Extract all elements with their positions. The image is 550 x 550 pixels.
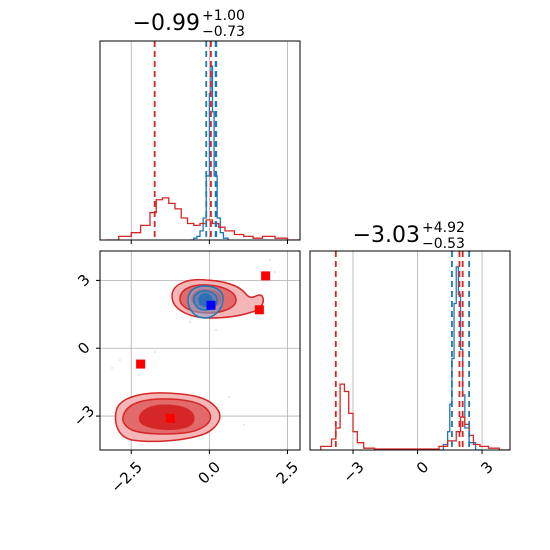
truth-marker-red — [165, 413, 175, 423]
plot-area — [320, 251, 510, 450]
x-tick-label: 0.0 — [195, 458, 225, 488]
sample-dot — [154, 351, 156, 353]
x-ticks: −3 0 3 — [339, 450, 497, 486]
plot-area — [111, 259, 276, 443]
histogram-step — [320, 383, 510, 450]
panel-bottom-left: −2.5 0.0 2.5 3 0 −3 — [70, 250, 303, 497]
panel-top-left: −0.99 +1.00 −0.73 — [99, 8, 301, 244]
x-tick-label: −3 — [339, 458, 367, 486]
sample-dot — [243, 424, 245, 426]
sample-dot — [138, 374, 140, 376]
y-tick-label: 3 — [74, 271, 93, 290]
x-ticks — [130, 240, 288, 244]
sample-dot — [189, 321, 191, 323]
truth-marker-blue — [206, 300, 216, 310]
axes-frame — [309, 250, 511, 451]
x-tick-label: −2.5 — [108, 458, 146, 496]
histogram-step — [439, 266, 483, 450]
title-sup: +1.00 — [202, 8, 245, 24]
title-sup: +4.92 — [422, 220, 465, 236]
panel-title: −3.03 — [353, 223, 420, 248]
truth-marker-red — [254, 305, 264, 315]
panel-title: −0.99 — [133, 11, 200, 36]
x-tick-label: 3 — [477, 458, 496, 477]
truth-marker-red — [261, 271, 271, 281]
truth-marker-red — [136, 359, 146, 369]
panel-bottom-right: −3 0 3 −3.03 +4.92 −0.53 — [309, 220, 511, 486]
sample-dot — [269, 259, 271, 261]
truth-markers — [136, 271, 271, 423]
y-tick-label: 0 — [74, 338, 93, 357]
plot-area — [106, 41, 300, 240]
sample-dot — [274, 271, 276, 273]
axes-frame — [99, 250, 301, 451]
y-tick-label: −3 — [70, 402, 98, 430]
scatter-samples — [111, 259, 276, 426]
title-sub: −0.73 — [202, 24, 245, 40]
x-tick-label: 2.5 — [273, 458, 303, 488]
sample-dot — [228, 396, 230, 398]
histogram-step — [106, 197, 300, 240]
sample-dot — [215, 329, 217, 331]
axes-frame — [99, 40, 301, 241]
sample-dot — [111, 367, 113, 369]
sample-dot — [119, 359, 121, 361]
x-tick-label: 0 — [413, 458, 432, 477]
title-sub: −0.53 — [422, 236, 465, 252]
